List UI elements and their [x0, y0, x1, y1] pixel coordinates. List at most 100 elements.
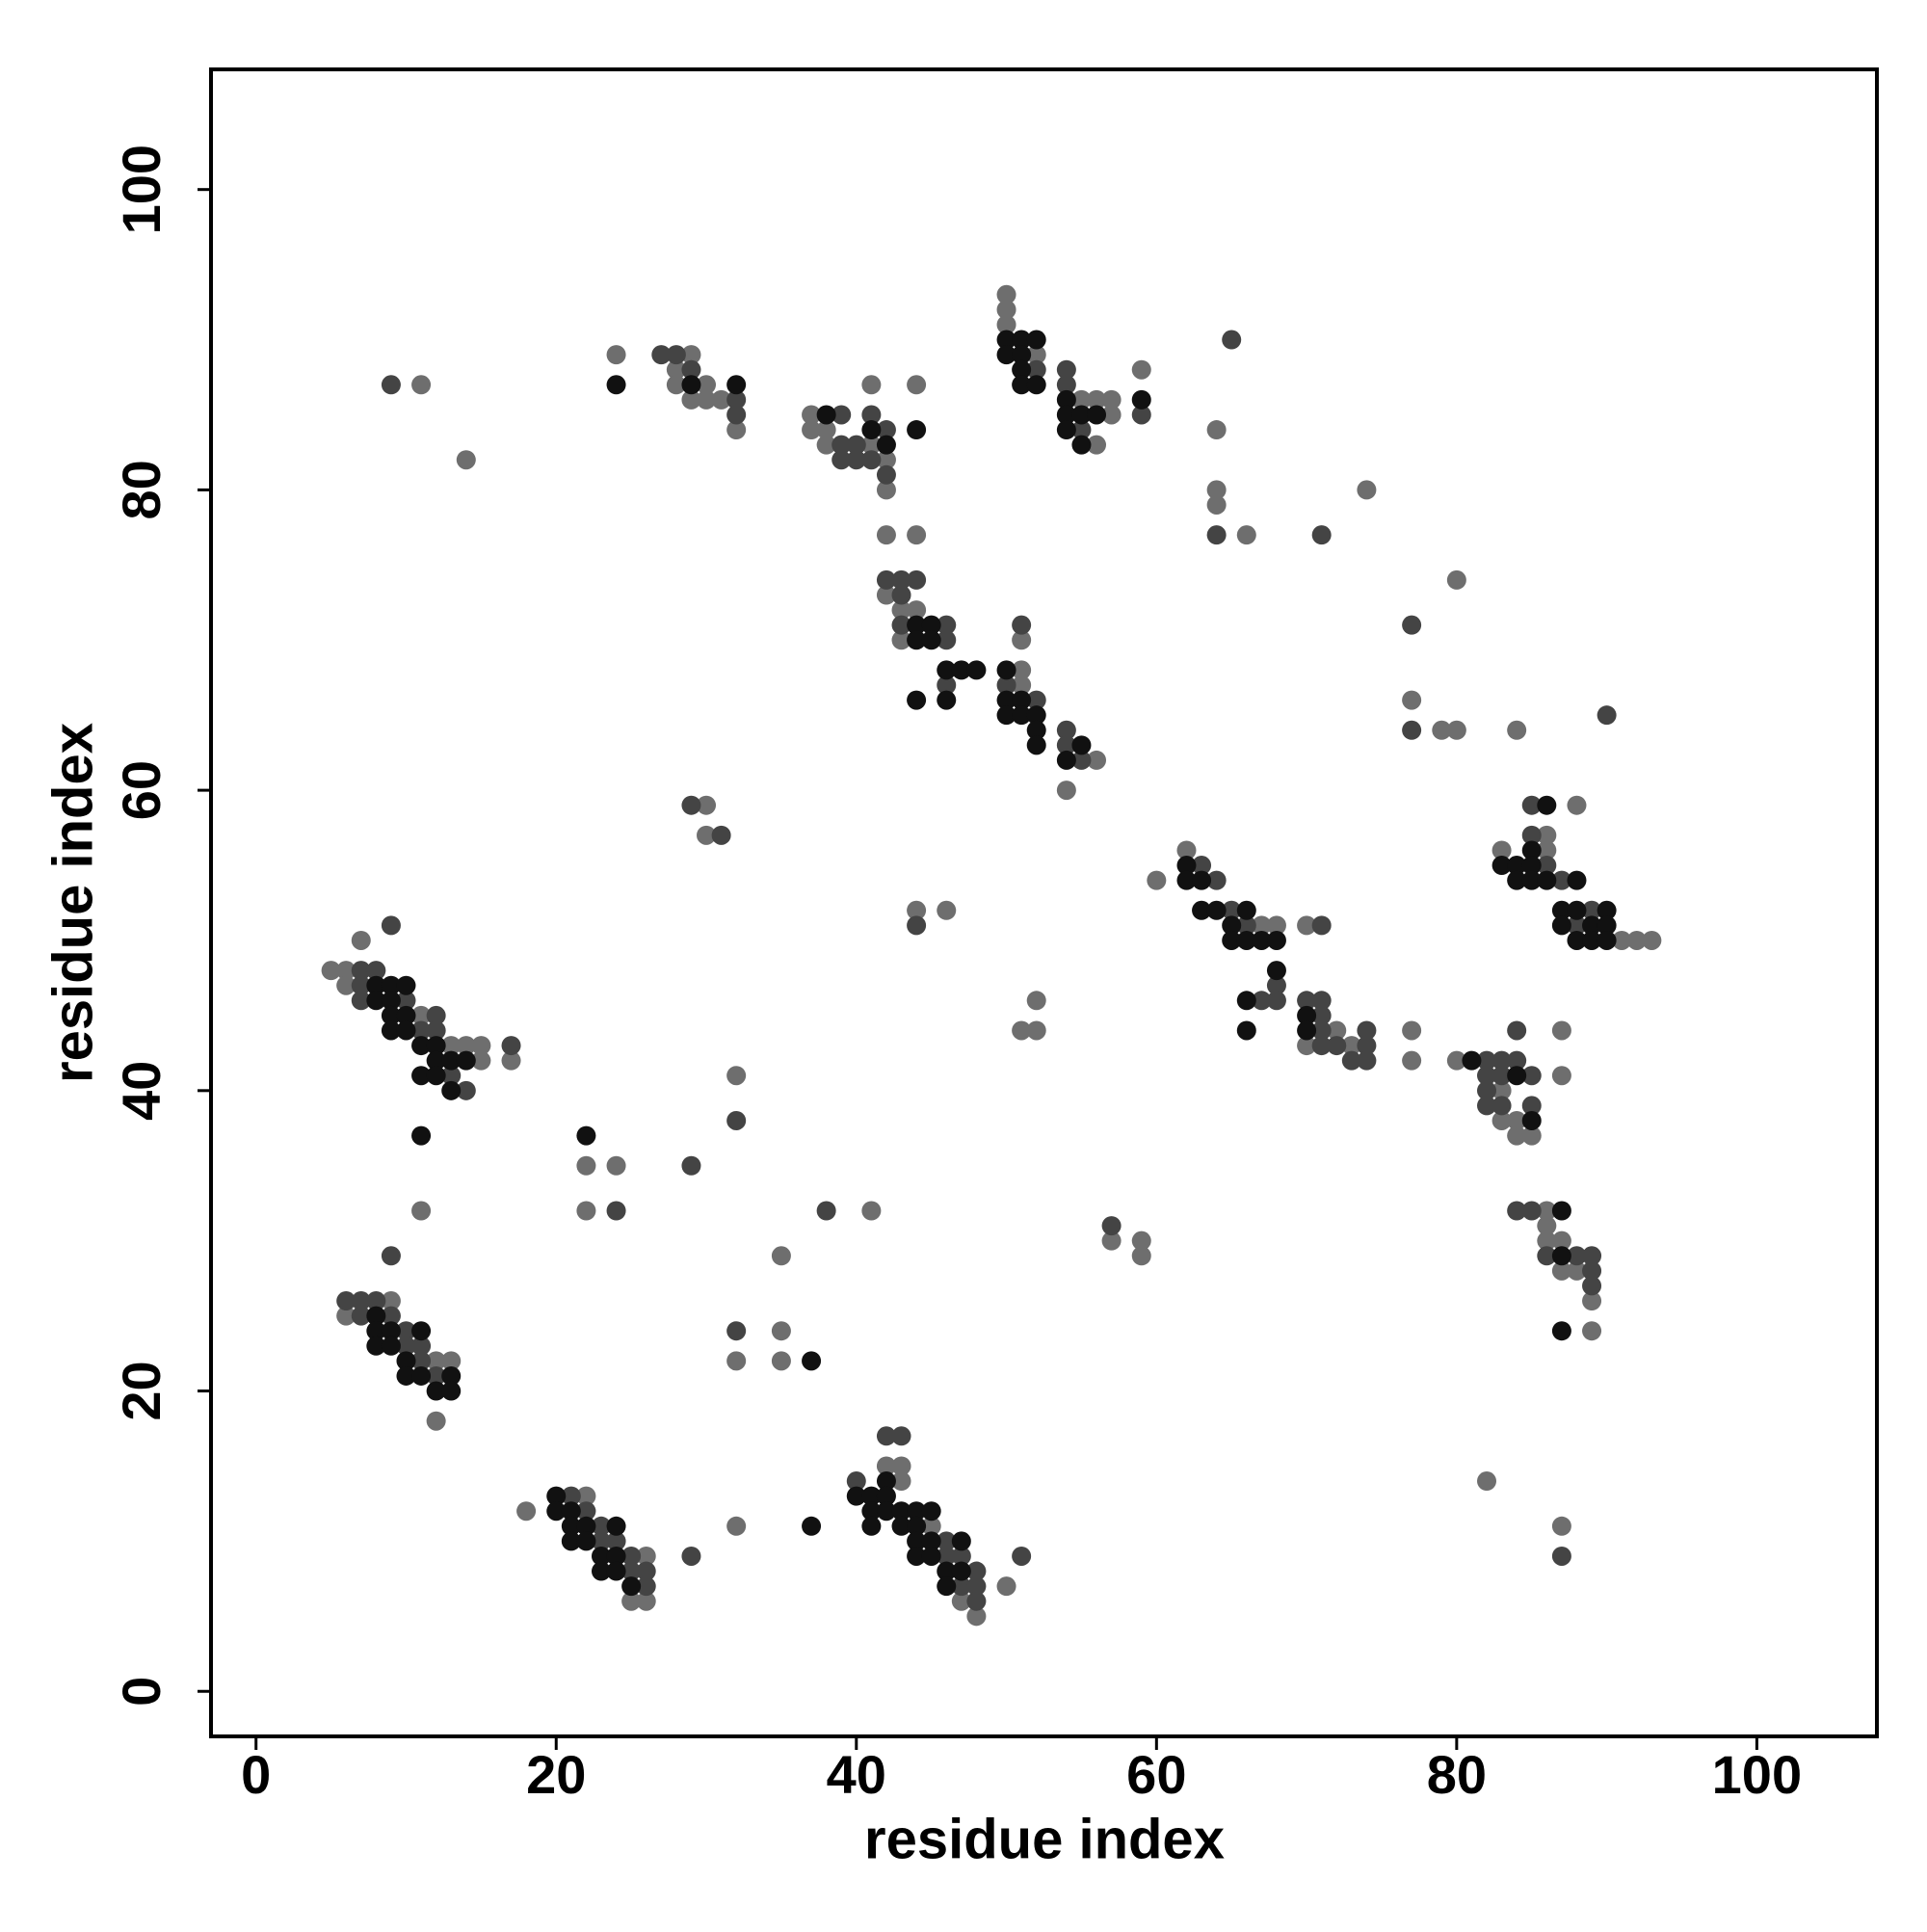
point: [966, 660, 987, 680]
point: [336, 975, 356, 995]
point: [621, 1591, 642, 1611]
point: [1012, 630, 1032, 650]
point: [1491, 1050, 1512, 1071]
point: [546, 1486, 567, 1506]
point: [996, 690, 1016, 710]
point: [381, 1005, 401, 1025]
point: [907, 1516, 927, 1536]
point: [951, 1546, 971, 1566]
point: [1311, 525, 1332, 545]
point: [1551, 1546, 1571, 1566]
point: [411, 1351, 432, 1371]
point: [907, 569, 927, 590]
point: [1477, 1471, 1497, 1492]
point: [861, 450, 882, 470]
point: [456, 1080, 476, 1100]
point: [426, 1005, 446, 1025]
point: [711, 389, 731, 410]
point-series: [321, 284, 1662, 1627]
point: [726, 1110, 747, 1130]
point: [697, 375, 717, 395]
point: [891, 569, 911, 590]
point: [666, 345, 686, 365]
point: [1012, 330, 1032, 350]
point: [1537, 870, 1557, 890]
point: [336, 1291, 356, 1311]
point: [1012, 690, 1032, 710]
point: [1056, 420, 1076, 440]
y-axis-title: residue index: [41, 723, 104, 1083]
point: [951, 1531, 971, 1551]
point: [1537, 1201, 1557, 1221]
point: [351, 991, 371, 1011]
point: [546, 1501, 567, 1522]
point: [1206, 494, 1227, 515]
point: [1252, 915, 1272, 936]
point: [1266, 915, 1286, 936]
point: [996, 314, 1016, 334]
point: [1026, 991, 1046, 1011]
point: [1551, 1246, 1571, 1266]
point: [636, 1561, 656, 1581]
point: [891, 615, 911, 635]
point: [996, 284, 1016, 304]
point: [426, 1036, 446, 1056]
point: [591, 1516, 611, 1536]
point: [1026, 690, 1046, 710]
point: [1147, 870, 1167, 890]
point: [426, 1050, 446, 1071]
point: [576, 1155, 596, 1176]
point: [1192, 870, 1212, 890]
y-tick-label: 20: [111, 1361, 172, 1420]
point: [1537, 1246, 1557, 1266]
point: [366, 961, 386, 981]
point: [336, 1306, 356, 1326]
point: [351, 1291, 371, 1311]
point: [606, 1561, 626, 1581]
point: [1446, 720, 1466, 740]
point: [381, 1306, 401, 1326]
point: [1341, 1036, 1361, 1056]
point: [396, 1005, 416, 1025]
point: [951, 1591, 971, 1611]
point: [381, 1336, 401, 1356]
point: [937, 615, 957, 635]
point: [1056, 375, 1076, 395]
point: [861, 375, 882, 395]
point: [891, 1501, 911, 1522]
point: [816, 1201, 836, 1221]
point: [907, 1546, 927, 1566]
point: [1491, 1096, 1512, 1116]
point: [351, 1306, 371, 1326]
point: [937, 1546, 957, 1566]
point: [832, 405, 852, 425]
point: [937, 1561, 957, 1581]
point: [1521, 870, 1542, 890]
point: [411, 1321, 432, 1341]
point: [1026, 1020, 1046, 1041]
point: [606, 1201, 626, 1221]
point: [1327, 1020, 1347, 1041]
point: [1521, 840, 1542, 860]
point: [1071, 389, 1092, 410]
point: [1012, 675, 1032, 696]
point: [1131, 389, 1151, 410]
point: [1101, 1216, 1122, 1236]
point: [1582, 915, 1602, 936]
point: [1357, 1036, 1377, 1056]
point: [1236, 900, 1256, 920]
point: [802, 1516, 822, 1536]
point: [1402, 720, 1422, 740]
point: [726, 420, 747, 440]
point: [921, 630, 941, 650]
point: [591, 1561, 611, 1581]
point: [426, 1020, 446, 1041]
point: [816, 435, 836, 455]
point: [1582, 1246, 1602, 1266]
point: [1236, 1020, 1256, 1041]
point: [1012, 615, 1032, 635]
point: [1236, 930, 1256, 950]
point: [966, 1561, 987, 1581]
point: [1402, 690, 1422, 710]
